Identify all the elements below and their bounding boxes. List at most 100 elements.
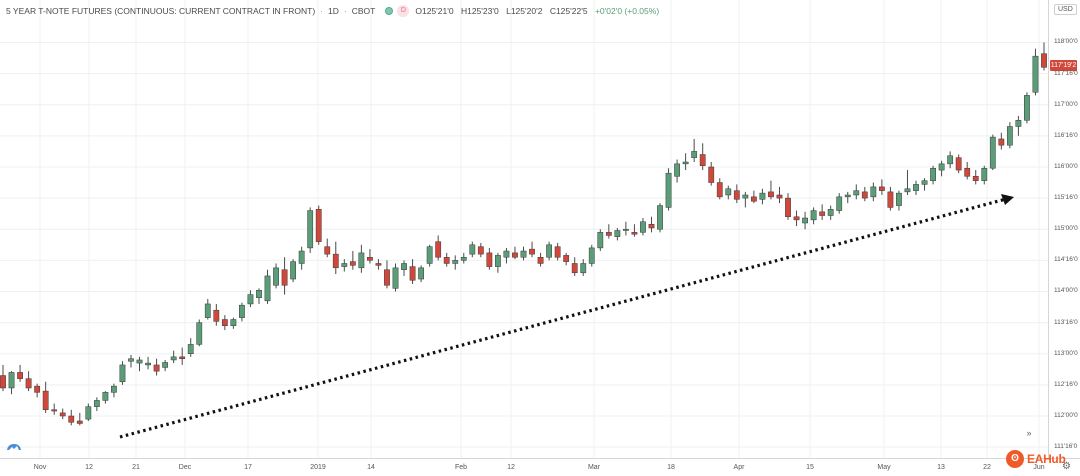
candle-body xyxy=(256,289,262,298)
candle-body xyxy=(682,161,689,165)
candle-body xyxy=(247,294,254,305)
interval-label[interactable]: 1D xyxy=(328,6,339,16)
candle-body xyxy=(691,151,698,158)
candle-body xyxy=(631,232,638,235)
candle-body xyxy=(315,209,322,242)
candle-body xyxy=(486,252,493,267)
candle-body xyxy=(896,192,902,206)
candle-body xyxy=(452,260,459,264)
candle-body xyxy=(409,266,416,281)
y-tick-label: 116'00'0 xyxy=(1054,162,1078,170)
x-tick-label: 14 xyxy=(367,464,375,471)
candle-body xyxy=(281,269,288,286)
candle-body xyxy=(136,359,143,364)
candle-body xyxy=(947,155,954,165)
currency-badge[interactable]: USD xyxy=(1054,4,1077,15)
candle-body xyxy=(76,420,83,424)
candle-body xyxy=(426,246,433,264)
candle-body xyxy=(477,246,484,255)
candle-body xyxy=(375,263,382,266)
candle-body xyxy=(418,267,425,280)
trend-arrow-head xyxy=(1001,194,1014,205)
candle-body xyxy=(921,180,928,185)
tradingview-logo-icon[interactable] xyxy=(5,440,23,454)
candle-body xyxy=(998,138,1005,146)
candle-body xyxy=(938,163,945,171)
candle-body xyxy=(836,196,843,211)
candle-body xyxy=(239,304,245,318)
candle-body xyxy=(512,252,518,258)
candle-body xyxy=(119,364,126,383)
x-tick-label: Apr xyxy=(733,464,745,471)
candle-body xyxy=(665,172,672,208)
symbol-title[interactable]: 5 YEAR T-NOTE FUTURES (CONTINUOUS: CURRE… xyxy=(6,6,316,16)
candle-body xyxy=(349,261,356,266)
x-tick-label: 17 xyxy=(244,464,252,471)
brand-mark-icon: ʘ xyxy=(1006,450,1024,468)
candle-body xyxy=(1041,53,1047,68)
candle-body xyxy=(367,256,373,261)
x-tick-label: 12 xyxy=(507,464,515,471)
candle-body xyxy=(85,406,92,420)
candle-body xyxy=(930,167,936,181)
candle-body xyxy=(810,210,817,221)
candle-body xyxy=(554,246,561,258)
last-price-tag: 117'19'2 xyxy=(1050,60,1077,71)
candle-body xyxy=(571,263,578,274)
y-tick-label: 113'00'0 xyxy=(1054,349,1078,357)
candle-body xyxy=(221,319,228,326)
x-tick-label: Jun xyxy=(1033,464,1045,471)
candle-body xyxy=(460,256,467,261)
candle-body xyxy=(904,188,911,193)
candle-body xyxy=(273,267,279,286)
candle-body xyxy=(844,194,851,198)
candle-body xyxy=(179,356,186,359)
candle-body xyxy=(674,163,680,177)
x-tick-label: 12 xyxy=(85,464,93,471)
scroll-forward-icon[interactable]: » xyxy=(1026,428,1032,438)
candle-body xyxy=(153,364,160,372)
candle-body xyxy=(42,390,49,411)
candle-body xyxy=(1024,95,1030,121)
candle-body xyxy=(51,409,58,412)
candle-body xyxy=(307,210,314,249)
open-value: O125'21'0 xyxy=(415,6,454,16)
candle-body xyxy=(733,190,740,200)
candle-body xyxy=(1015,120,1022,127)
candle-body xyxy=(8,372,15,389)
candle-body xyxy=(614,230,621,237)
candle-body xyxy=(102,392,109,401)
x-tick-label: 2019 xyxy=(310,464,326,471)
y-tick-label: 114'16'0 xyxy=(1054,256,1078,264)
candle-body xyxy=(819,211,826,216)
candle-body xyxy=(469,244,476,255)
y-tick-label: 115'16'0 xyxy=(1054,194,1078,202)
candle-body xyxy=(588,247,595,264)
x-tick-label: Feb xyxy=(454,464,468,471)
x-tick-label: May xyxy=(877,464,891,471)
market-status-icon xyxy=(385,7,394,15)
candle-body xyxy=(802,217,808,224)
candle-body xyxy=(981,167,988,181)
x-tick-label: 13 xyxy=(937,464,945,471)
candle-body xyxy=(25,378,32,389)
y-tick-label: 117'16'0 xyxy=(1054,69,1078,77)
candle-body xyxy=(358,252,365,269)
candle-body xyxy=(853,190,860,196)
candle-body xyxy=(827,209,834,216)
candle-body xyxy=(870,186,877,198)
candle-body xyxy=(59,412,66,417)
candle-body xyxy=(341,263,348,267)
y-tick-label: 116'16'0 xyxy=(1054,131,1078,139)
candle-body xyxy=(716,182,723,198)
candle-body xyxy=(230,319,237,326)
candle-body xyxy=(68,415,75,423)
candle-body xyxy=(793,216,800,221)
candle-body xyxy=(759,192,766,200)
x-tick-label: Mar xyxy=(587,464,601,471)
settings-gear-icon[interactable]: ⚙ xyxy=(1062,461,1071,472)
change-value: +0'02'0 (+0.05%) xyxy=(594,6,660,16)
candle-body xyxy=(495,255,501,267)
candle-body xyxy=(605,232,612,236)
